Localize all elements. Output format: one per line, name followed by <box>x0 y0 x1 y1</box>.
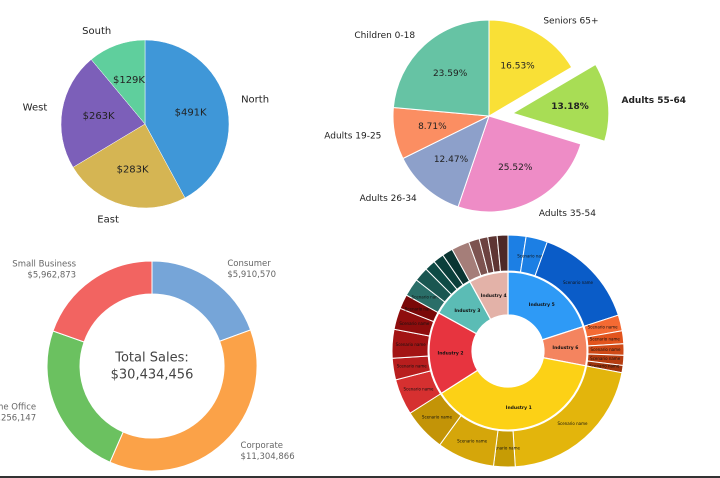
slice-category-label: Adults 26-34 <box>360 194 417 204</box>
slice-value-label: $491K <box>175 107 207 118</box>
pie-slice-south <box>90 39 146 125</box>
segment-name-label: Small Business <box>12 259 76 269</box>
scenario-label: Scenario name <box>588 324 619 329</box>
slice-category-label: Adults 55-64 <box>622 96 686 106</box>
scenario-label: Scenario name <box>396 342 427 347</box>
segment-value-label: $7,256,147 <box>0 413 36 423</box>
scenario-label: Scenario name <box>590 336 621 341</box>
industry-label: Industry 1 <box>506 405 532 411</box>
industry-label: Industry 6 <box>552 345 578 351</box>
slice-category-label: Children 0-18 <box>354 31 415 41</box>
pie-slice <box>402 115 490 208</box>
sunburst-outer-segment <box>496 234 509 272</box>
slice-category-label: South <box>82 26 111 37</box>
slice-percent-label: 8.71% <box>418 122 447 132</box>
age-group-pie: 16.53% Seniors 65+ 13.18% Adults 55-64 25.52… <box>324 16 686 218</box>
segment-name-label: Home Office <box>0 402 36 412</box>
donut-center-title: Total Sales: <box>114 351 188 366</box>
pie-slice-east <box>72 123 186 209</box>
slice-category-label: Adults 19-25 <box>324 132 381 142</box>
slice-category-label: West <box>23 103 48 114</box>
pie-slice <box>488 19 573 117</box>
sunburst-inner-segment <box>469 271 509 321</box>
industry-label: Industry 5 <box>529 302 555 308</box>
scenario-label: Scenario name <box>397 363 428 368</box>
slice-value-label: $263K <box>83 111 115 122</box>
scenario-label: Scenario name <box>589 363 620 368</box>
slice-percent-label: 12.47% <box>434 155 469 165</box>
slice-percent-label: 13.18% <box>551 102 589 112</box>
pie-slice <box>392 19 490 117</box>
slice-value-label: $283K <box>117 164 149 175</box>
segment-sales-donut: Consumer$5,910,570 Corporate$11,304,866 Ho… <box>0 259 295 472</box>
industry-label: Industry 2 <box>438 350 464 356</box>
pie-slice-west <box>60 59 146 168</box>
scenario-label: Scenario name <box>404 387 435 392</box>
scenario-label: Scenario name <box>557 421 588 426</box>
sunburst-inner-segment <box>440 357 587 431</box>
donut-center-value: $30,434,456 <box>111 368 194 383</box>
industry-label: Industry 3 <box>454 308 480 314</box>
scenario-label: Scenario name <box>422 415 453 420</box>
scenario-label: Scenario name <box>457 439 488 444</box>
slice-category-label: Seniors 65+ <box>543 16 598 26</box>
slice-percent-label: 23.59% <box>433 69 468 79</box>
segment-value-label: $11,304,866 <box>241 452 295 462</box>
scenario-label: Scenario name <box>563 280 594 285</box>
scenario-label: Scenario name <box>399 321 430 326</box>
scenario-label: Scenario name <box>412 294 443 299</box>
slice-category-label: North <box>241 95 269 106</box>
pie-slice <box>457 115 582 213</box>
bottom-rule <box>0 476 720 478</box>
pie-slice-north <box>144 39 230 199</box>
scenario-label: Scenario name <box>517 254 548 259</box>
scenario-label: Scenario name <box>490 445 521 450</box>
industry-label: Industry 4 <box>481 293 507 299</box>
scenario-label: Scenario name <box>590 356 621 361</box>
industry-sunburst: Industry 5 Industry 6 Industry 1 Industry 2… <box>391 234 625 468</box>
segment-name-label: Consumer <box>227 259 271 269</box>
slice-percent-label: 25.52% <box>498 163 533 173</box>
pie-slice <box>511 63 610 142</box>
regional-sales-pie: $491K North $283K East $263K West $129K South <box>23 26 269 226</box>
scenario-label: Scenario name <box>590 347 621 352</box>
slice-percent-label: 16.53% <box>500 61 535 71</box>
segment-value-label: $5,962,873 <box>27 270 76 280</box>
scenario-label: Scenario name <box>405 306 436 311</box>
slice-category-label: Adults 35-54 <box>539 209 596 219</box>
donut-segment <box>109 329 258 472</box>
slice-value-label: $129K <box>113 75 145 86</box>
slice-category-label: East <box>97 215 119 226</box>
donut-segment <box>52 260 153 343</box>
segment-name-label: Corporate <box>241 441 284 451</box>
donut-segment <box>46 330 124 463</box>
segment-value-label: $5,910,570 <box>227 270 276 280</box>
